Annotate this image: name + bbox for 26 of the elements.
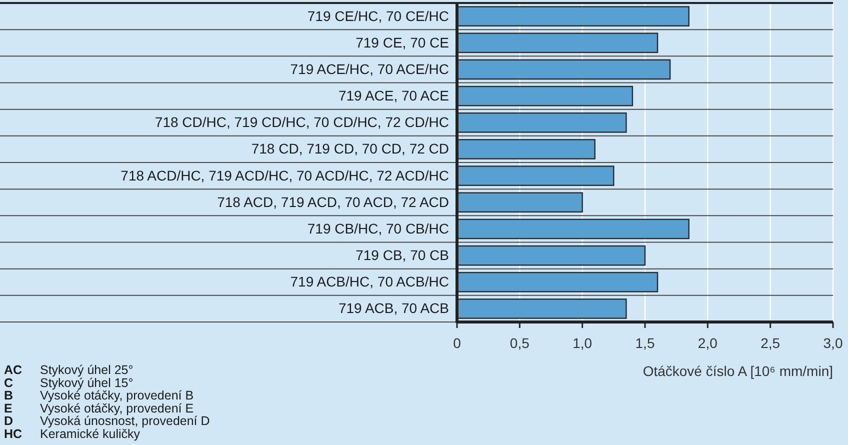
x-tick-label: 2,5 xyxy=(760,334,780,351)
y-tick-label: 719 CE/HC, 70 CE/HC xyxy=(307,8,449,24)
y-tick-label: 718 CD/HC, 719 CD/HC, 70 CD/HC, 72 CD/HC xyxy=(154,114,449,130)
text: AC Stykový úhel 25° xyxy=(4,363,134,377)
x-tick-label: 0,5 xyxy=(510,334,530,351)
x-tick-label: 3,0 xyxy=(823,334,843,351)
text: B Vysoké otáčky, provedení B xyxy=(4,388,194,403)
text: E Vysoké otáčky, provedení E xyxy=(4,401,194,416)
x-tick-label: 1,0 xyxy=(572,334,592,351)
text: D Vysoká únosnost, provedení D xyxy=(4,414,210,428)
y-tick-label: 719 CB, 70 CB xyxy=(356,247,449,264)
y-tick-label: 719 CB/HC, 70 CB/HC xyxy=(307,220,449,236)
x-tick-label: 2,0 xyxy=(698,334,718,351)
text: HC Keramické kuličky xyxy=(4,427,140,441)
y-tick-label: 718 ACD, 719 ACD, 70 ACD, 72 ACD xyxy=(217,194,449,210)
y-tick-label: 718 CD, 719 CD, 70 CD, 72 CD xyxy=(251,140,449,157)
y-tick-label: 719 CE, 70 CE xyxy=(356,34,449,50)
x-tick-label: 1,5 xyxy=(635,334,655,351)
y-tick-label: 718 ACD/HC, 719 ACD/HC, 70 ACD/HC, 72 ACD/HC xyxy=(120,167,449,184)
text: C Stykový úhel 15° xyxy=(4,376,134,390)
y-tick-label: 719 ACE/HC, 70 ACE/HC xyxy=(290,60,449,77)
y-tick-label: 719 ACB/HC, 70 ACB/HC xyxy=(290,274,449,290)
x-tick-label: 0 xyxy=(453,334,462,351)
x-axis-title: Otáčkové číslo A [10⁶ mm/min] xyxy=(642,363,833,379)
y-tick-label: 719 ACB, 70 ACB xyxy=(338,300,449,316)
y-tick-label: 719 ACE, 70 ACE xyxy=(338,88,449,104)
